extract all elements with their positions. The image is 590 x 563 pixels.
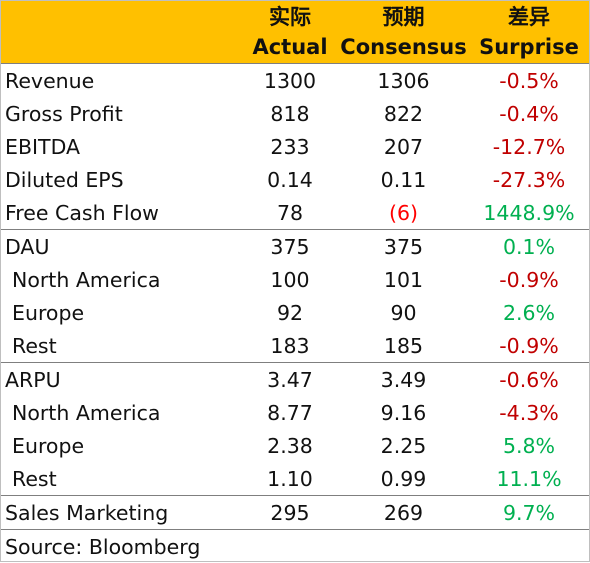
- surprise-value: 2.6%: [468, 296, 590, 329]
- header-actual: Actual: [241, 32, 339, 64]
- header-consensus-cn: 预期: [339, 0, 468, 32]
- table-row: Sales Marketing 295 269 9.7%: [0, 496, 590, 530]
- consensus-value: 101: [339, 263, 468, 296]
- consensus-value: 9.16: [339, 396, 468, 429]
- table-header: 实际 预期 差异 Actual Consensus Surprise: [0, 0, 590, 64]
- table-row: Rest 1.10 0.99 11.1%: [0, 462, 590, 496]
- header-surprise-cn: 差异: [468, 0, 590, 32]
- actual-value: 100: [241, 263, 339, 296]
- consensus-value: 0.99: [339, 462, 468, 496]
- table-row: Gross Profit 818 822 -0.4%: [0, 97, 590, 130]
- consensus-value: 207: [339, 130, 468, 163]
- table-row: North America 8.77 9.16 -4.3%: [0, 396, 590, 429]
- row-label: Europe: [0, 429, 241, 462]
- actual-value: 3.47: [241, 363, 339, 397]
- consensus-value: 822: [339, 97, 468, 130]
- surprise-value: -27.3%: [468, 163, 590, 196]
- row-label: DAU: [0, 230, 241, 264]
- header-row-chinese: 实际 预期 差异: [0, 0, 590, 32]
- row-label: North America: [0, 263, 241, 296]
- table-row: Rest 183 185 -0.9%: [0, 329, 590, 363]
- actual-value: 92: [241, 296, 339, 329]
- table-row: ARPU 3.47 3.49 -0.6%: [0, 363, 590, 397]
- surprise-value: -0.5%: [468, 64, 590, 98]
- header-blank: [0, 32, 241, 64]
- surprise-value: -4.3%: [468, 396, 590, 429]
- surprise-value: -0.9%: [468, 329, 590, 363]
- row-label: Gross Profit: [0, 97, 241, 130]
- source-note: Source: Bloomberg: [0, 530, 590, 563]
- header-row-english: Actual Consensus Surprise: [0, 32, 590, 64]
- actual-value: 1.10: [241, 462, 339, 496]
- actual-value: 183: [241, 329, 339, 363]
- table-row: Revenue 1300 1306 -0.5%: [0, 64, 590, 98]
- surprise-value: -0.9%: [468, 263, 590, 296]
- surprise-value: -0.6%: [468, 363, 590, 397]
- consensus-value: 375: [339, 230, 468, 264]
- row-label: Diluted EPS: [0, 163, 241, 196]
- actual-value: 78: [241, 196, 339, 230]
- consensus-value: 3.49: [339, 363, 468, 397]
- actual-value: 2.38: [241, 429, 339, 462]
- table-row: Free Cash Flow 78 (6) 1448.9%: [0, 196, 590, 230]
- consensus-value: 185: [339, 329, 468, 363]
- row-label: Rest: [0, 462, 241, 496]
- table-row: Europe 2.38 2.25 5.8%: [0, 429, 590, 462]
- surprise-value: 1448.9%: [468, 196, 590, 230]
- consensus-value: 269: [339, 496, 468, 530]
- table-row: Europe 92 90 2.6%: [0, 296, 590, 329]
- surprise-value: -12.7%: [468, 130, 590, 163]
- actual-value: 1300: [241, 64, 339, 98]
- table-row: DAU 375 375 0.1%: [0, 230, 590, 264]
- consensus-value: 1306: [339, 64, 468, 98]
- consensus-value: (6): [339, 196, 468, 230]
- row-label: North America: [0, 396, 241, 429]
- table-row: North America 100 101 -0.9%: [0, 263, 590, 296]
- row-label: Rest: [0, 329, 241, 363]
- surprise-value: -0.4%: [468, 97, 590, 130]
- row-label: Revenue: [0, 64, 241, 98]
- actual-value: 295: [241, 496, 339, 530]
- surprise-value: 11.1%: [468, 462, 590, 496]
- row-label: EBITDA: [0, 130, 241, 163]
- consensus-value: 0.11: [339, 163, 468, 196]
- header-actual-cn: 实际: [241, 0, 339, 32]
- row-label: Sales Marketing: [0, 496, 241, 530]
- header-surprise: Surprise: [468, 32, 590, 64]
- row-label: Europe: [0, 296, 241, 329]
- source-row: Source: Bloomberg: [0, 530, 590, 563]
- consensus-value: 90: [339, 296, 468, 329]
- table-body: Revenue 1300 1306 -0.5% Gross Profit 818…: [0, 64, 590, 563]
- row-label: Free Cash Flow: [0, 196, 241, 230]
- surprise-value: 5.8%: [468, 429, 590, 462]
- row-label: ARPU: [0, 363, 241, 397]
- header-blank: [0, 0, 241, 32]
- header-consensus: Consensus: [339, 32, 468, 64]
- table-row: Diluted EPS 0.14 0.11 -27.3%: [0, 163, 590, 196]
- actual-value: 8.77: [241, 396, 339, 429]
- actual-value: 818: [241, 97, 339, 130]
- consensus-value: 2.25: [339, 429, 468, 462]
- actual-value: 233: [241, 130, 339, 163]
- table-row: EBITDA 233 207 -12.7%: [0, 130, 590, 163]
- surprise-value: 0.1%: [468, 230, 590, 264]
- actual-value: 0.14: [241, 163, 339, 196]
- surprise-value: 9.7%: [468, 496, 590, 530]
- actual-value: 375: [241, 230, 339, 264]
